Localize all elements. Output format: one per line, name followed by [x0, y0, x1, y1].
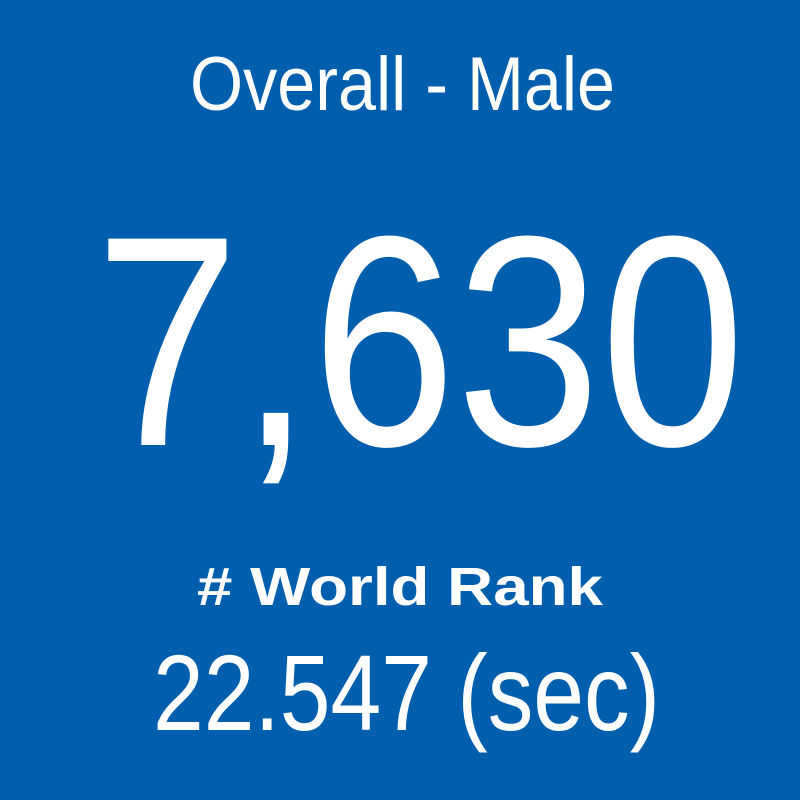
- rank-label: # World Rank: [197, 557, 604, 617]
- category: Overall - Male: [190, 42, 615, 127]
- time-value: 22.547 (sec): [153, 632, 660, 753]
- rank-value: 7,630: [95, 173, 745, 509]
